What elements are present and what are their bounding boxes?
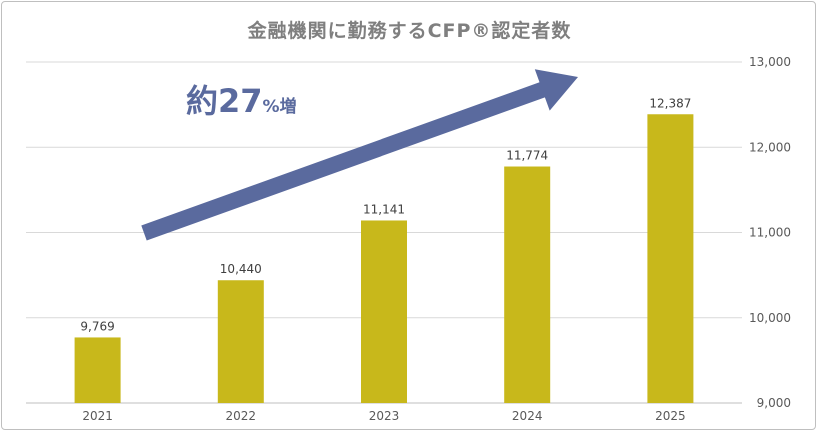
bar (504, 166, 551, 403)
bar (647, 114, 694, 404)
y-tick-label: 13,000 (749, 55, 791, 69)
increase-annotation-prefix: 約27 (186, 82, 263, 120)
data-labels: 9,769 10,440 11,141 11,774 12,387 (80, 96, 691, 333)
x-tick-label: 2025 (655, 409, 686, 423)
increase-annotation-suffix: %増 (262, 97, 297, 117)
x-tick-labels: 2021 2022 2023 2024 2025 (82, 409, 685, 423)
bars (74, 114, 694, 404)
y-tick-label: 11,000 (749, 226, 791, 240)
x-tick-label: 2021 (82, 409, 113, 423)
bar (361, 220, 407, 403)
y-tick-labels: 9,000 10,000 11,000 12,000 13,000 (749, 55, 791, 410)
data-label: 10,440 (220, 262, 262, 276)
increase-annotation: 約27%増 (186, 76, 297, 122)
x-tick-label: 2022 (226, 409, 257, 423)
x-tick-label: 2023 (369, 409, 400, 423)
y-tick-label: 12,000 (749, 140, 791, 154)
y-tick-label: 9,000 (757, 396, 791, 410)
bar (74, 337, 121, 403)
data-label: 11,141 (363, 202, 405, 216)
increase-arrow (141, 69, 579, 241)
x-tick-label: 2024 (512, 409, 543, 423)
y-tick-label: 10,000 (749, 311, 791, 325)
chart-title: 金融機関に勤務するCFP®認定者数 (247, 20, 572, 42)
data-label: 9,769 (80, 319, 114, 333)
data-label: 11,774 (506, 149, 548, 163)
data-label: 12,387 (649, 96, 691, 110)
bar (217, 280, 264, 403)
increase-arrow-icon (141, 69, 579, 241)
